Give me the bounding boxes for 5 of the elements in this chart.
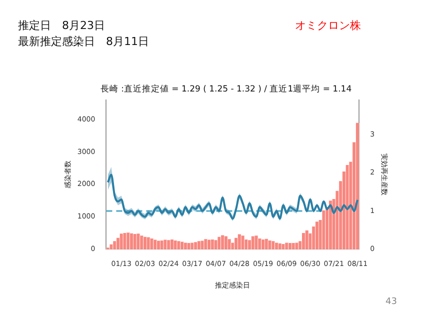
text: 推定日 8月23日 — [18, 18, 105, 33]
text: 最新推定感染日 8月11日 — [18, 34, 149, 49]
text: オミクロン株 — [295, 18, 361, 33]
text: 43 — [386, 297, 397, 307]
chart-title: 長崎 :直近推定値 = 1.29 ( 1.25 - 1.32 ) / 直近1週平均 = 1.14 — [100, 83, 352, 94]
